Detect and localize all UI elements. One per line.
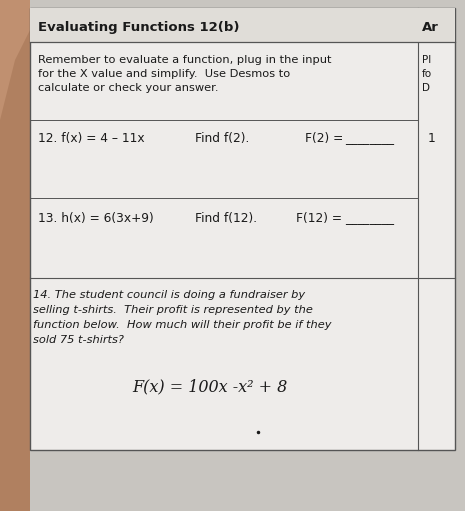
- Text: 1: 1: [428, 132, 436, 145]
- Text: Evaluating Functions 12(b): Evaluating Functions 12(b): [38, 20, 239, 34]
- Text: function below.  How much will their profit be if they: function below. How much will their prof…: [33, 320, 332, 330]
- Text: 12. f(x) = 4 – 11x: 12. f(x) = 4 – 11x: [38, 132, 145, 145]
- Text: F(2) =: F(2) =: [305, 132, 347, 145]
- Text: F(12) =: F(12) =: [296, 212, 346, 225]
- Text: for the X value and simplify.  Use Desmos to: for the X value and simplify. Use Desmos…: [38, 69, 290, 79]
- Text: Pl: Pl: [422, 55, 431, 65]
- Bar: [0, 0, 30, 511]
- Text: ________: ________: [345, 132, 394, 145]
- Text: F(x) = 100x -x² + 8: F(x) = 100x -x² + 8: [133, 378, 288, 395]
- Bar: [30, 8, 455, 42]
- Text: calculate or check your answer.: calculate or check your answer.: [38, 83, 219, 93]
- Text: fo: fo: [422, 69, 432, 79]
- Text: sold 75 t-shirts?: sold 75 t-shirts?: [33, 335, 124, 345]
- Bar: [30, 8, 455, 450]
- Text: 13. h(x) = 6(3x+9): 13. h(x) = 6(3x+9): [38, 212, 154, 225]
- Text: Remember to evaluate a function, plug in the input: Remember to evaluate a function, plug in…: [38, 55, 332, 65]
- Polygon shape: [0, 0, 30, 120]
- Text: D: D: [422, 83, 430, 93]
- Text: 14. The student council is doing a fundraiser by: 14. The student council is doing a fundr…: [33, 290, 305, 300]
- Text: Find f(12).: Find f(12).: [195, 212, 257, 225]
- Text: selling t-shirts.  Their profit is represented by the: selling t-shirts. Their profit is repres…: [33, 305, 313, 315]
- Text: ________: ________: [345, 212, 394, 225]
- Text: Ar: Ar: [422, 20, 439, 34]
- Text: Find f(2).: Find f(2).: [195, 132, 249, 145]
